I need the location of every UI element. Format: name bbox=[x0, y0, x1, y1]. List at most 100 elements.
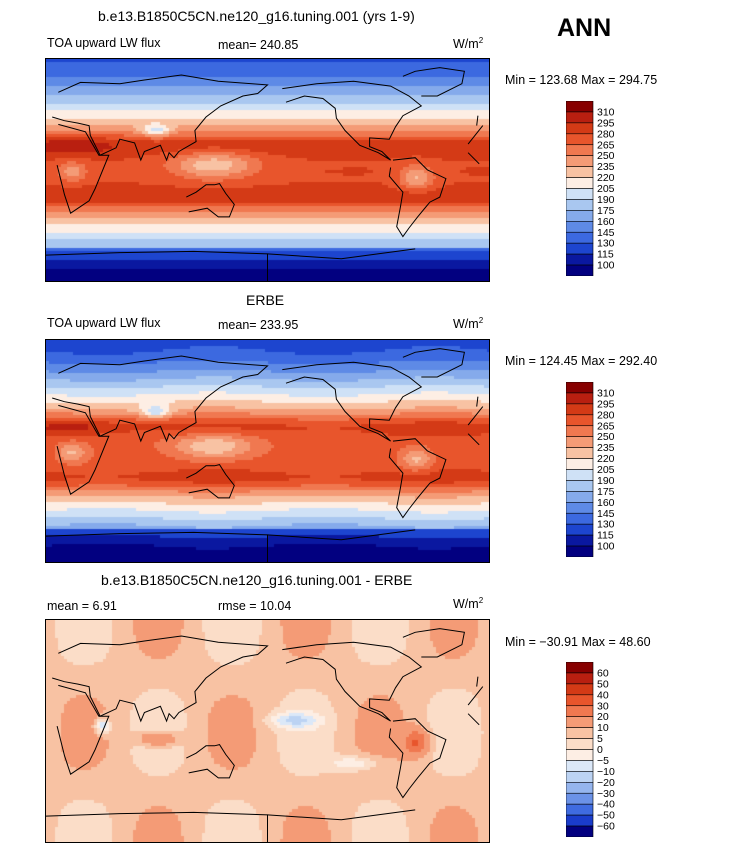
coastline bbox=[388, 438, 447, 519]
colorbar-tick-label: 145 bbox=[597, 508, 615, 520]
colorbar-tick-label: −50 bbox=[597, 810, 615, 822]
coastline bbox=[52, 635, 269, 723]
coastline bbox=[467, 686, 484, 706]
colorbar-tick-label: 235 bbox=[597, 442, 615, 454]
colorbar-swatch bbox=[565, 683, 594, 696]
colorbar-swatch bbox=[565, 458, 594, 470]
panel2-colorbar: 310 295 280 265 250 235 220 205 190 175 160 145 130 1… bbox=[565, 381, 646, 558]
panel2-minmax: Min = 124.45 Max = 292.40 bbox=[505, 354, 658, 368]
colorbar-swatch bbox=[565, 210, 594, 222]
colorbar-tick-label: 295 bbox=[597, 117, 615, 129]
coastline bbox=[52, 74, 269, 162]
coastline bbox=[467, 406, 484, 426]
colorbar-tick-label: 115 bbox=[597, 249, 614, 261]
panel3-title: b.e13.B1850C5CN.ne120_g16.tuning.001 - E… bbox=[101, 572, 413, 588]
panel3-minmax: Min = −30.91 Max = 48.60 bbox=[505, 635, 651, 649]
coastline bbox=[388, 718, 447, 799]
coastline bbox=[282, 641, 423, 722]
colorbar-tick-label: 265 bbox=[597, 420, 615, 432]
coastline bbox=[467, 433, 480, 446]
colorbar-tick-label: 265 bbox=[597, 139, 615, 151]
colorbar-swatch bbox=[565, 491, 594, 503]
colorbar-tick-label: 310 bbox=[597, 387, 615, 399]
colorbar-swatch bbox=[565, 447, 594, 459]
coastline bbox=[476, 396, 479, 407]
panel2-units: W/m2 bbox=[453, 316, 484, 332]
colorbar-tick-label: 5 bbox=[597, 733, 603, 745]
colorbar-swatch bbox=[565, 199, 594, 211]
colorbar-swatch bbox=[565, 242, 594, 255]
panel3-mean-label: mean = 6.91 bbox=[47, 599, 117, 613]
colorbar-swatch bbox=[565, 792, 594, 805]
colorbar-tick-label: 175 bbox=[597, 486, 615, 498]
coastline bbox=[402, 628, 465, 658]
colorbar-swatch bbox=[565, 231, 594, 244]
coastline bbox=[46, 531, 268, 562]
colorbar-swatch bbox=[565, 523, 594, 536]
colorbar-tick-label: −5 bbox=[597, 755, 609, 767]
panel1-units: W/m2 bbox=[453, 36, 484, 52]
colorbar-swatch bbox=[565, 264, 594, 277]
colorbar-tick-label: 280 bbox=[597, 128, 615, 140]
panel2-variable-label: TOA upward LW flux bbox=[47, 316, 161, 330]
colorbar-tick-label: −30 bbox=[597, 788, 615, 800]
colorbar-tick-label: 50 bbox=[597, 678, 609, 690]
colorbar-tick-label: 130 bbox=[597, 519, 615, 531]
colorbar-swatch bbox=[565, 425, 594, 437]
colorbar-tick-label: −20 bbox=[597, 777, 615, 789]
colorbar-swatch bbox=[565, 661, 594, 674]
coastline bbox=[56, 404, 110, 495]
colorbar-swatch bbox=[565, 694, 594, 707]
map-field bbox=[46, 59, 489, 281]
coastline-overlay bbox=[46, 67, 484, 281]
colorbar-swatch bbox=[565, 534, 594, 547]
colorbar-tick-label: 60 bbox=[597, 667, 609, 679]
colorbar-tick-label: 295 bbox=[597, 398, 615, 410]
colorbar-tick-label: 310 bbox=[597, 106, 615, 118]
colorbar-swatch bbox=[565, 381, 594, 394]
colorbar-swatch bbox=[565, 469, 594, 481]
coastline bbox=[388, 157, 447, 238]
colorbar-swatch bbox=[565, 100, 594, 113]
colorbar-swatch bbox=[565, 436, 594, 448]
panel1-colorbar: 310 295 280 265 250 235 220 205 190 175 160 145 130 1… bbox=[565, 100, 646, 277]
colorbar-swatch bbox=[565, 749, 594, 761]
map-field bbox=[46, 620, 489, 842]
colorbar-swatch bbox=[565, 705, 594, 717]
coastline bbox=[52, 355, 269, 443]
coastline bbox=[267, 248, 416, 260]
colorbar-swatch bbox=[565, 727, 594, 739]
map-field bbox=[46, 340, 489, 562]
coastline bbox=[282, 80, 423, 161]
coastline bbox=[186, 183, 235, 218]
colorbar-tick-label: 20 bbox=[597, 711, 609, 723]
colorbar-tick-label: 0 bbox=[597, 744, 603, 756]
colorbar-swatch bbox=[565, 672, 594, 685]
panel1-mean-label: mean= 240.85 bbox=[218, 38, 299, 52]
colorbar-swatch bbox=[565, 144, 594, 156]
panel3-map bbox=[45, 619, 490, 843]
coastline bbox=[402, 67, 465, 97]
coastline bbox=[46, 811, 268, 842]
coastline bbox=[467, 152, 480, 165]
colorbar-tick-label: 145 bbox=[597, 227, 615, 239]
colorbar-swatch bbox=[565, 414, 594, 427]
coastline bbox=[476, 115, 479, 126]
colorbar-tick-label: 100 bbox=[597, 541, 615, 553]
colorbar-tick-label: 40 bbox=[597, 689, 609, 701]
panel3-rmse-label: rmse = 10.04 bbox=[218, 599, 292, 613]
coastline-overlay bbox=[46, 348, 484, 562]
colorbar-tick-label: 100 bbox=[597, 260, 615, 272]
colorbar-swatch bbox=[565, 825, 594, 838]
panel1-title: b.e13.B1850C5CN.ne120_g16.tuning.001 (yr… bbox=[98, 8, 415, 24]
colorbar-swatch bbox=[565, 166, 594, 178]
colorbar-tick-label: 205 bbox=[597, 183, 615, 195]
colorbar-swatch bbox=[565, 155, 594, 167]
colorbar-tick-label: 30 bbox=[597, 700, 609, 712]
colorbar-tick-label: 130 bbox=[597, 238, 615, 250]
coastline bbox=[186, 744, 235, 779]
colorbar-tick-label: 160 bbox=[597, 216, 615, 228]
colorbar-tick-label: 220 bbox=[597, 172, 615, 184]
colorbar-tick-label: −60 bbox=[597, 821, 615, 833]
